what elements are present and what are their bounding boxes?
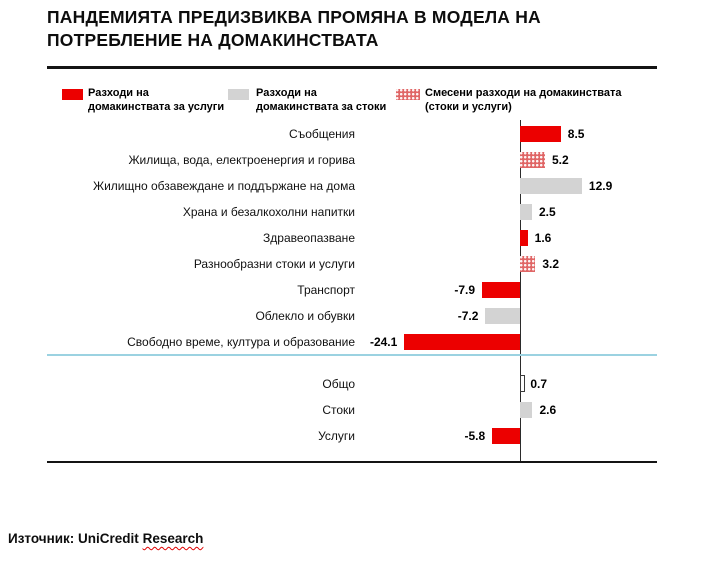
value-label: 2.5 (539, 205, 556, 219)
bar (520, 152, 545, 168)
bar (520, 178, 582, 194)
bar (492, 428, 520, 444)
category-label: Общо (322, 377, 355, 391)
source-text: Източник: UniCredit (8, 531, 139, 546)
bar (520, 204, 532, 220)
category-label: Облекло и обувки (255, 309, 355, 323)
value-label: -24.1 (369, 335, 398, 349)
value-label: 3.2 (542, 257, 560, 271)
category-label: Транспорт (297, 283, 355, 297)
bar (520, 375, 526, 392)
chart-row: Разнообразни стоки и услуги 3.2 (0, 252, 702, 278)
chart-row: Стоки 2.6 (0, 398, 702, 424)
value-label: 8.5 (567, 127, 585, 141)
category-label: Разнообразни стоки и услуги (193, 257, 355, 271)
chart-row: Здравеопазване 1.6 (0, 226, 702, 252)
chart-row: Жилища, вода, електроенергия и горива 5.… (0, 148, 702, 174)
chart-row: Храна и безалкохолни напитки 2.5 (0, 200, 702, 226)
value-label: -5.8 (464, 429, 486, 443)
source-note: Източник: UniCredit Research (8, 531, 203, 546)
bar (404, 334, 520, 350)
zero-axis-line (520, 120, 521, 461)
value-label: -7.2 (457, 309, 479, 323)
chart-row: Общо 0.7 (0, 372, 702, 398)
source-underlined-word: Research (142, 531, 204, 546)
value-label: 0.7 (530, 377, 548, 391)
category-label: Услуги (318, 429, 355, 443)
value-label: 12.9 (588, 179, 613, 193)
chart-row: Съобщения 8.5 (0, 122, 702, 148)
title-rule (47, 66, 657, 69)
category-label: Съобщения (289, 127, 355, 141)
legend-label-goods: Разходи на домакинствата за стоки (256, 87, 387, 114)
category-label: Храна и безалкохолни напитки (182, 205, 355, 219)
bar (520, 256, 536, 272)
legend-swatch-goods (228, 89, 249, 100)
bar (482, 282, 520, 298)
category-label: Жилищно обзавеждане и поддържане на дома (92, 179, 355, 193)
section-separator (47, 354, 657, 356)
bar (485, 308, 520, 324)
category-label: Стоки (322, 403, 355, 417)
chart-row: Транспорт -7.9 (0, 278, 702, 304)
value-label: 1.6 (534, 231, 552, 245)
bar (520, 126, 561, 142)
bar (520, 402, 533, 418)
category-label: Здравеопазване (263, 231, 355, 245)
value-label: -7.9 (454, 283, 476, 297)
chart-row: Услуги -5.8 (0, 424, 702, 450)
page-title: ПАНДЕМИЯТА ПРЕДИЗВИКВА ПРОМЯНА В МОДЕЛА … (47, 7, 541, 51)
legend-swatch-services (62, 89, 83, 100)
chart-row: Жилищно обзавеждане и поддържане на дома… (0, 174, 702, 200)
chart-row: Свободно време, култура и образование -2… (0, 330, 702, 356)
legend-label-mixed: Смесени разходи на домакинствата (стоки и… (425, 87, 622, 114)
value-label: 5.2 (551, 153, 569, 167)
category-label: Свободно време, култура и образование (127, 335, 355, 349)
chart-row: Облекло и обувки -7.2 (0, 304, 702, 330)
bar (520, 230, 528, 246)
value-label: 2.6 (539, 403, 557, 417)
legend-label-services: Разходи на домакинствата за услуги (88, 87, 225, 114)
category-label: Жилища, вода, електроенергия и горива (128, 153, 355, 167)
legend-swatch-mixed (396, 89, 420, 100)
chart-bottom-rule (47, 461, 657, 463)
